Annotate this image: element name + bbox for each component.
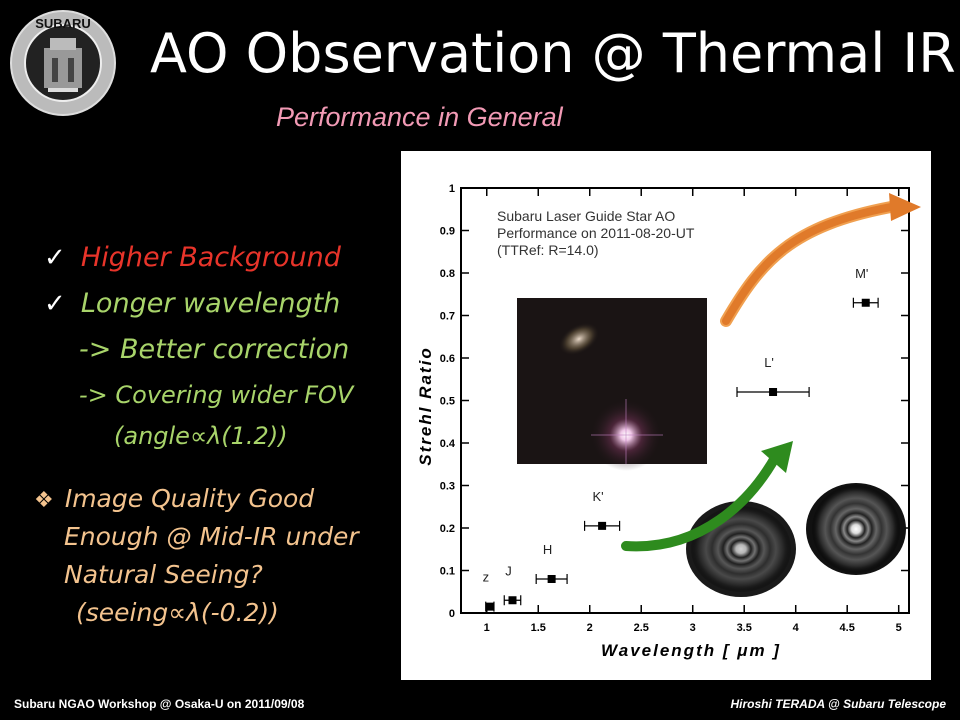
strehl-chart-panel: 0 0.1 0.2 0.3 0.4 0.5 0.6 0.7 0.8 0.9 1 1 1.5 2 2.5 3 3… (401, 151, 931, 680)
y-tick-label: 0.2 (440, 523, 455, 535)
question-line-2: Enough @ Mid-IR under (64, 522, 359, 551)
bullet-2-text: Longer wavelength (80, 288, 341, 319)
question-line-1: Image Quality Good (64, 484, 315, 513)
y-tick-label: 0.3 (440, 481, 455, 493)
y-tick-label: 1 (449, 183, 455, 195)
page-title: AO Observation @ Thermal IR (150, 22, 956, 85)
psf-image-ao (806, 483, 906, 575)
check-icon: ✓ (44, 243, 66, 273)
question-line-4: (seeing∝λ(-0.2)) (76, 598, 279, 627)
point-label: K' (593, 489, 604, 504)
point-label: z (483, 570, 490, 585)
orange-arrow (720, 193, 921, 327)
annotation-line-2: Performance on 2011-08-20-UT (497, 225, 695, 241)
x-tick-label: 1.5 (531, 622, 546, 634)
point-label: H (543, 542, 552, 557)
footer-left: Subaru NGAO Workshop @ Osaka-U on 2011/0… (14, 697, 305, 711)
y-tick-label: 0.4 (440, 438, 456, 450)
strehl-chart: 0 0.1 0.2 0.3 0.4 0.5 0.6 0.7 0.8 0.9 1 1 1.5 2 2.5 3 3… (416, 183, 921, 660)
x-tick-label: 5 (896, 622, 902, 634)
x-tick-label: 1 (484, 622, 490, 634)
x-tick-label: 4.5 (840, 622, 855, 634)
data-point (598, 521, 607, 530)
y-tick-label: 0.9 (440, 226, 455, 238)
diamond-icon: ❖ (34, 488, 54, 513)
bullet-2-line-3: -> Covering wider FOV (79, 381, 354, 409)
page-subtitle: Performance in General (276, 102, 563, 132)
y-tick-label: 0.1 (440, 566, 455, 578)
logo-text: SUBARU (35, 16, 91, 31)
data-point (485, 602, 494, 611)
green-arrow (621, 441, 793, 552)
subaru-logo: SUBARU (10, 10, 116, 116)
y-tick-label: 0.7 (440, 311, 455, 323)
data-point (508, 596, 517, 605)
y-tick-label: 0.8 (440, 268, 455, 280)
data-point (769, 388, 778, 396)
y-tick-label: 0 (449, 608, 455, 620)
bullet-1: ✓ Higher Background (44, 242, 341, 273)
annotation-line-3: (TTRef: R=14.0) (497, 242, 599, 258)
bullet-2-line-2: -> Better correction (79, 334, 350, 365)
x-axis-label: Wavelength [ μm ] (601, 641, 781, 660)
x-tick-label: 2 (587, 622, 593, 634)
question-line-3: Natural Seeing? (64, 560, 263, 589)
x-tick-label: 3 (690, 622, 696, 634)
data-point (547, 575, 556, 583)
psf-image-seeing (686, 501, 796, 597)
y-tick-label: 0.5 (440, 396, 455, 408)
point-label: M' (855, 266, 868, 281)
ao-star-image (517, 298, 707, 471)
check-icon: ✓ (44, 289, 66, 319)
y-tick-label: 0.6 (440, 353, 455, 365)
point-label: J (505, 563, 512, 578)
question-bullet: ❖ Image Quality Good (34, 484, 314, 513)
annotation-line-1: Subaru Laser Guide Star AO (497, 208, 675, 224)
bullet-2-line-4: (angle∝λ(1.2)) (114, 422, 288, 450)
bullet-1-text: Higher Background (80, 242, 341, 273)
point-label: L' (764, 355, 774, 370)
x-tick-label: 2.5 (634, 622, 649, 634)
data-point (861, 298, 870, 307)
x-tick-label: 4 (793, 622, 800, 634)
x-tick-label: 3.5 (737, 622, 752, 634)
footer-right: Hiroshi TERADA @ Subaru Telescope (730, 697, 946, 711)
bullet-2: ✓ Longer wavelength (44, 288, 340, 319)
y-axis-label: Strehl Ratio (416, 346, 435, 465)
